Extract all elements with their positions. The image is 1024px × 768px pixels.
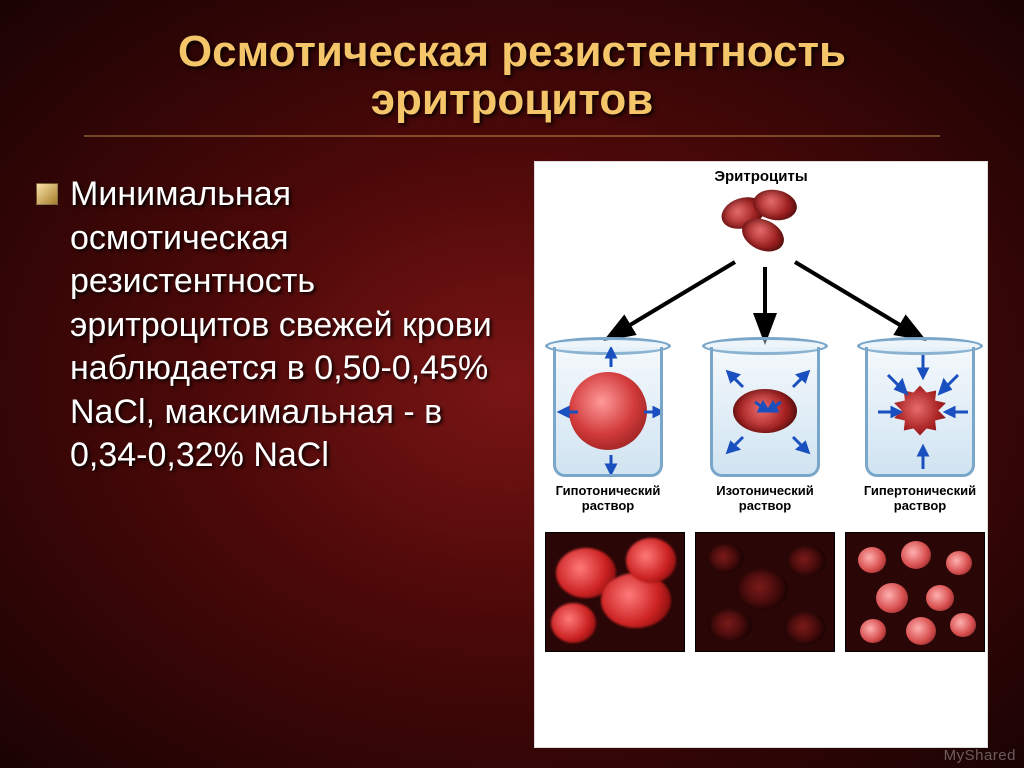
bullet-column: Минимальная осмотическая резистентность … — [36, 161, 516, 748]
label-hypertonic: Гипертонический раствор — [855, 484, 985, 514]
beaker-isotonic — [710, 347, 820, 477]
label-isotonic: Изотонический раствор — [700, 484, 830, 514]
title-underline — [84, 135, 941, 137]
content-row: Минимальная осмотическая резистентность … — [36, 161, 988, 748]
osmosis-arrows-out-icon — [556, 347, 663, 477]
slide: Осмотическая резистентность эритроцитов … — [0, 0, 1024, 768]
watermark: MyShared — [944, 747, 1016, 764]
micrograph-hypotonic — [545, 532, 685, 652]
square-bullet-icon — [36, 183, 58, 205]
micrograph-hypertonic — [845, 532, 985, 652]
slide-title: Осмотическая резистентность эритроцитов — [36, 28, 988, 123]
osmosis-arrows-in-icon — [868, 347, 975, 477]
diagram-panel: Эритроциты — [534, 161, 988, 748]
beaker-hypertonic — [865, 347, 975, 477]
beaker-hypotonic — [553, 347, 663, 477]
bullet-item: Минимальная осмотическая резистентность … — [36, 173, 516, 478]
bullet-text: Минимальная осмотическая резистентность … — [70, 173, 516, 478]
label-hypotonic: Гипотонический раствор — [543, 484, 673, 514]
osmosis-arrows-balanced-icon — [713, 347, 820, 477]
micrograph-isotonic — [695, 532, 835, 652]
